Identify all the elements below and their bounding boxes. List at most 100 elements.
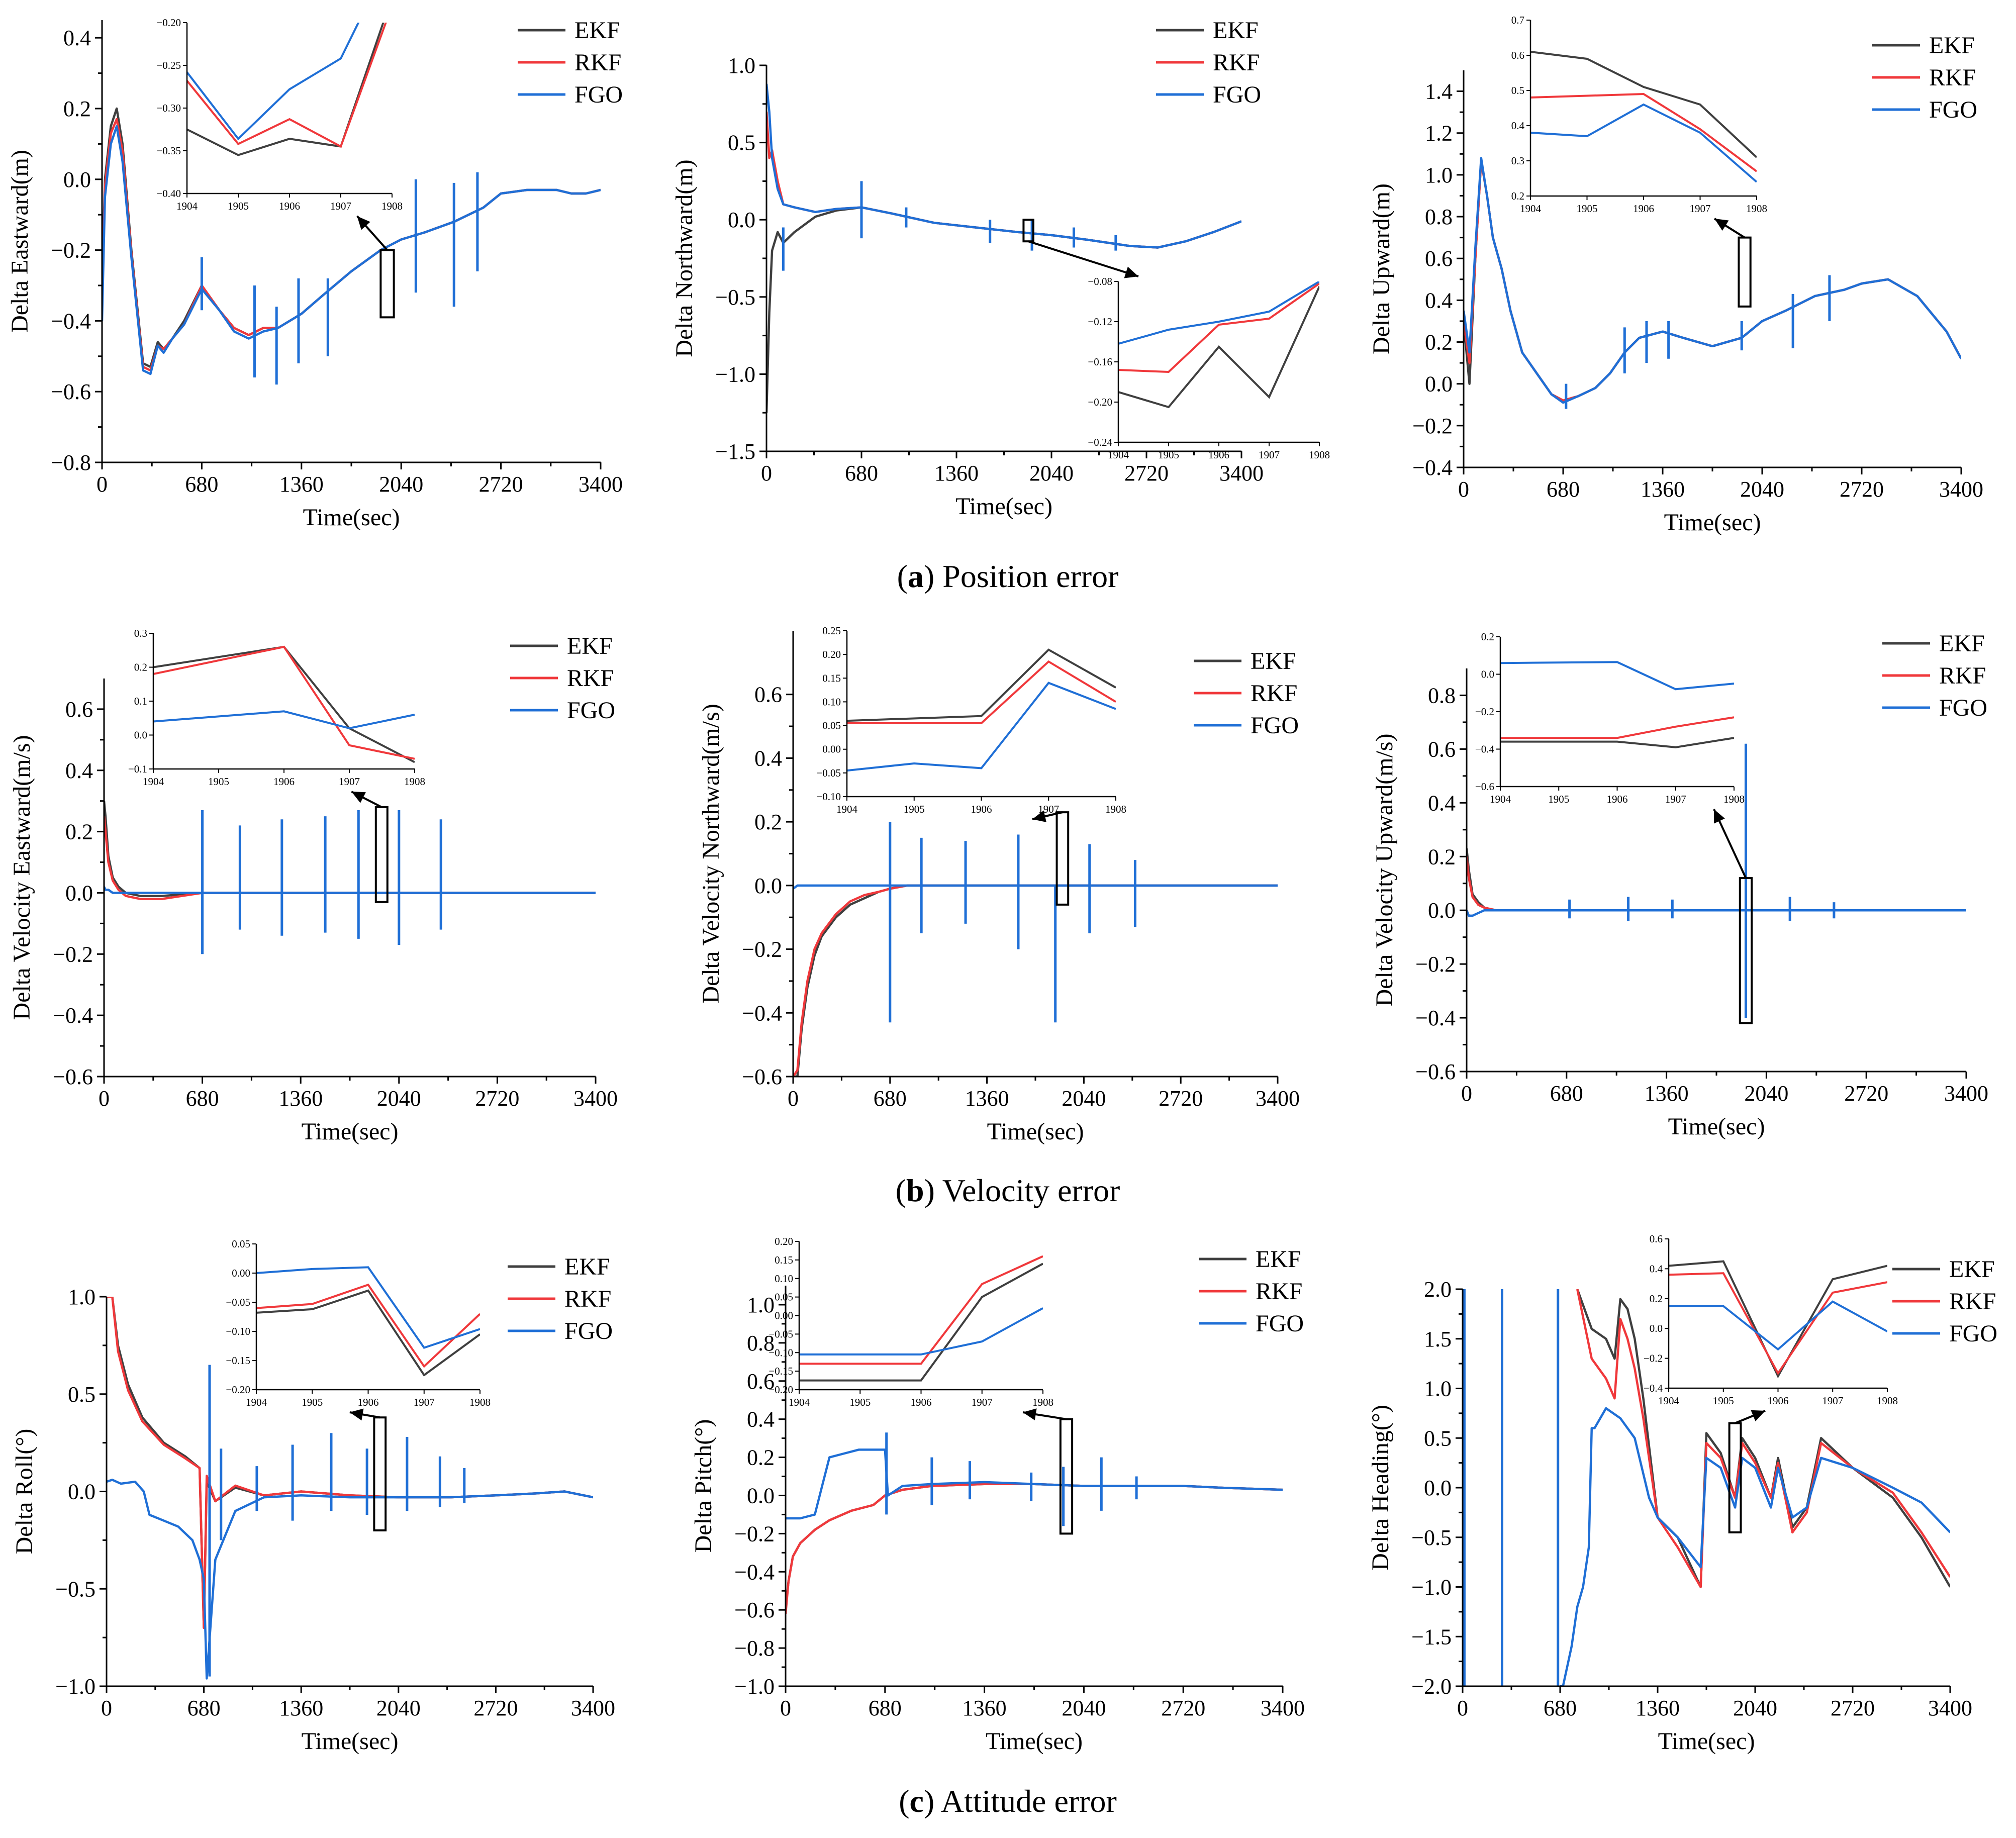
inset-y-tick-label: 0.05 bbox=[232, 1238, 250, 1250]
inset-line-fgo bbox=[187, 23, 360, 141]
inset-x-tick-label: 1905 bbox=[208, 776, 229, 788]
x-tick-label: 680 bbox=[1547, 477, 1580, 502]
inset-x-tick-label: 1905 bbox=[1158, 449, 1179, 461]
inset-series-group bbox=[187, 23, 387, 156]
inset-line-fgo bbox=[256, 1266, 480, 1349]
x-axis-label: Time(sec) bbox=[955, 493, 1052, 520]
y-tick-label: −1.0 bbox=[734, 1674, 775, 1699]
y-tick-label: 0.4 bbox=[747, 1407, 775, 1432]
inset-x-tick-label: 1906 bbox=[273, 776, 295, 788]
x-tick-label: 3400 bbox=[573, 1086, 618, 1111]
inset-line-fgo bbox=[1118, 281, 1319, 345]
y-tick-label: −0.2 bbox=[734, 1521, 775, 1546]
inset-y-tick-label: 0.1 bbox=[134, 695, 147, 707]
y-tick-label: −0.6 bbox=[734, 1598, 775, 1622]
x-axis-label: Time(sec) bbox=[303, 504, 400, 531]
inset-line-rkf bbox=[1500, 716, 1734, 739]
inset-y-tick-label: −0.10 bbox=[226, 1325, 250, 1337]
chart-panel-att-pitch: 0 680 1360 2040 2720 3400 −1.0 −0.8 −0.6 −0.4 −0.2… bbox=[690, 1235, 1305, 1755]
series-line-ekf bbox=[1576, 1289, 1950, 1588]
inset-x-tick-label: 1908 bbox=[1723, 793, 1745, 805]
zoom-box bbox=[379, 249, 395, 319]
zoom-box bbox=[374, 806, 389, 903]
x-tick-label: 3400 bbox=[1939, 477, 1983, 502]
chart-panel-vel-east: 0 680 1360 2040 2720 3400 −0.6 −0.4 −0.2 0.0 0.2 0.… bbox=[9, 627, 618, 1145]
legend-label-fgo: FGO bbox=[1256, 1310, 1304, 1337]
inset-line-rkf bbox=[847, 660, 1116, 724]
legend-label-fgo: FGO bbox=[564, 1318, 613, 1344]
y-tick-label: −1.5 bbox=[1411, 1624, 1452, 1649]
x-tick-label: 0 bbox=[1457, 1696, 1468, 1720]
inset-x-tick-label: 1907 bbox=[972, 1396, 993, 1408]
x-tick-label: 680 bbox=[1544, 1696, 1577, 1720]
x-tick-label: 680 bbox=[869, 1696, 902, 1720]
inset-y-tick-label: 0.2 bbox=[1511, 190, 1524, 202]
series-line-fgo bbox=[102, 125, 601, 375]
inset-x-tick-label: 1906 bbox=[279, 200, 300, 212]
series-group bbox=[766, 83, 1241, 413]
inset-y-tick-label: −0.05 bbox=[226, 1296, 250, 1308]
inset-x-tick-label: 1908 bbox=[1309, 449, 1330, 461]
chart-panel-pos-east: 0 680 1360 2040 2720 3400 −0.8 −0.6 −0.4 −0.2 0.0 0… bbox=[7, 17, 623, 531]
inset-y-tick-label: −0.25 bbox=[156, 59, 181, 71]
inset-line-fgo bbox=[1500, 661, 1734, 691]
y-tick-label: −0.2 bbox=[1412, 414, 1453, 438]
x-tick-label: 680 bbox=[187, 1696, 221, 1720]
y-tick-label: 0.6 bbox=[754, 683, 782, 707]
inset-y-tick-label: −0.20 bbox=[156, 17, 181, 29]
inset-y-tick-label: −0.20 bbox=[1088, 396, 1112, 408]
x-tick-label: 1360 bbox=[965, 1086, 1009, 1111]
x-tick-label: 2720 bbox=[1831, 1696, 1875, 1720]
inset-chart: 1904 1905 1906 1907 1908−0.10−0.050.000.050.… bbox=[816, 625, 1126, 815]
chart-panel-att-heading: 0 680 1360 2040 2720 3400 −2.0 −1.5 −1.0 −0.5 0.0 0… bbox=[1367, 1233, 1997, 1755]
inset-line-rkf bbox=[1669, 1272, 1887, 1376]
inset-x-tick-label: 1904 bbox=[836, 803, 858, 815]
series-group bbox=[1467, 743, 1966, 1018]
inset-x-tick-label: 1907 bbox=[339, 776, 360, 788]
inset-x-tick-label: 1907 bbox=[1665, 793, 1686, 805]
y-tick-label: 0.4 bbox=[63, 26, 91, 50]
legend-label-fgo: FGO bbox=[1251, 712, 1299, 739]
y-tick-label: 0.4 bbox=[65, 758, 93, 783]
inset-background bbox=[1500, 637, 1734, 787]
y-tick-label: −0.5 bbox=[55, 1577, 95, 1601]
inset-y-tick-label: −0.05 bbox=[769, 1328, 793, 1340]
inset-x-tick-label: 1908 bbox=[469, 1396, 491, 1408]
inset-chart: 1904 1905 1906 1907 1908 −0.6 −0.4 −0.2 0.0 0.2 bbox=[1475, 631, 1745, 805]
x-tick-label: 680 bbox=[874, 1086, 907, 1111]
y-tick-label: 0.4 bbox=[1428, 791, 1456, 815]
y-tick-label: 0.2 bbox=[63, 96, 91, 121]
legend-label-fgo: FGO bbox=[1939, 695, 1987, 721]
inset-line-ekf bbox=[847, 648, 1116, 722]
inset-x-tick-label: 1905 bbox=[849, 1396, 871, 1408]
inset-x-tick-label: 1905 bbox=[904, 803, 925, 815]
series-line-fgo bbox=[107, 1479, 593, 1680]
inset-line-rkf bbox=[187, 23, 387, 148]
x-tick-label: 3400 bbox=[579, 472, 623, 497]
inset-y-tick-label: 0.15 bbox=[775, 1254, 793, 1266]
y-axis-label: Delta Velocity Northward(m/s) bbox=[698, 704, 724, 1003]
y-tick-label: 0.6 bbox=[1428, 737, 1456, 761]
zoom-box bbox=[1055, 811, 1070, 906]
legend-label-fgo: FGO bbox=[1929, 96, 1977, 123]
inset-line-ekf bbox=[1500, 737, 1734, 748]
x-axis-label: Time(sec) bbox=[1658, 1728, 1755, 1755]
zoom-arrow-head bbox=[1032, 810, 1046, 822]
inset-x-tick-label: 1907 bbox=[1822, 1395, 1843, 1407]
y-tick-label: 0.2 bbox=[747, 1445, 775, 1470]
x-tick-label: 3400 bbox=[1219, 461, 1264, 486]
inset-y-tick-label: 0.05 bbox=[822, 720, 841, 732]
x-tick-label: 1360 bbox=[934, 461, 979, 486]
x-tick-label: 3400 bbox=[1261, 1696, 1305, 1720]
y-tick-label: 0.0 bbox=[754, 874, 782, 898]
y-tick-label: 1.0 bbox=[747, 1293, 775, 1317]
x-tick-label: 2040 bbox=[377, 1086, 421, 1111]
y-tick-label: −1.5 bbox=[715, 439, 755, 464]
legend-label-ekf: EKF bbox=[1939, 630, 1985, 657]
legend-label-ekf: EKF bbox=[1929, 32, 1975, 59]
x-tick-label: 2040 bbox=[1744, 1081, 1788, 1106]
inset-y-tick-label: 0.6 bbox=[1650, 1233, 1663, 1245]
inset-y-tick-label: 0.20 bbox=[775, 1235, 793, 1247]
y-tick-label: 0.0 bbox=[747, 1483, 775, 1508]
y-tick-label: 0.0 bbox=[68, 1480, 95, 1504]
